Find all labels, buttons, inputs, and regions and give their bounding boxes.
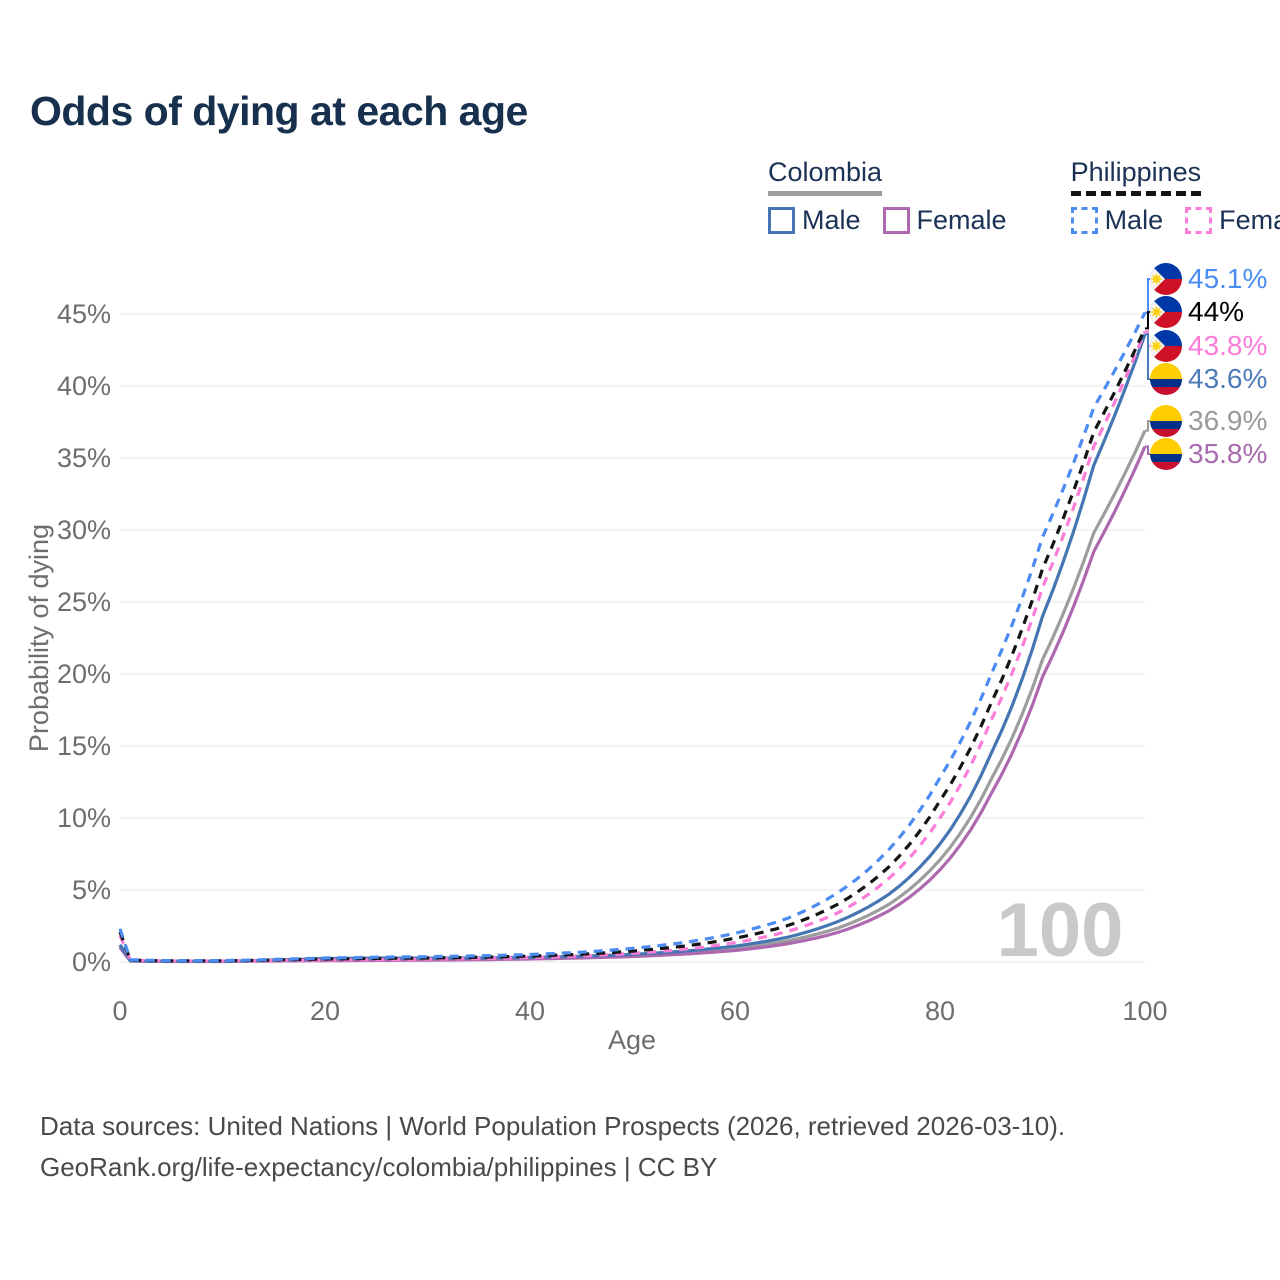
legend-group-colombia: Colombia Male Female — [768, 157, 1007, 236]
x-tick-label: 60 — [720, 996, 750, 1026]
x-tick-label: 100 — [1122, 996, 1167, 1026]
x-tick-label: 80 — [925, 996, 955, 1026]
philippines-male-swatch-icon — [1070, 207, 1098, 234]
data-sources: Data sources: United Nations | World Pop… — [40, 1106, 1065, 1188]
y-tick-label: 15% — [57, 731, 111, 761]
y-tick-label: 5% — [72, 875, 111, 905]
colombia-female-swatch-icon — [882, 207, 910, 234]
x-axis-title: Age — [608, 1025, 656, 1055]
philippines-female-swatch-icon — [1185, 207, 1213, 234]
label-connector — [1145, 420, 1152, 432]
x-tick-label: 20 — [310, 996, 340, 1026]
legend-item-colombia-female[interactable]: Female — [882, 205, 1007, 236]
colombia-male-swatch-icon — [768, 207, 795, 234]
x-tick-label: 0 — [112, 996, 127, 1026]
legend-country-colombia: Colombia — [768, 157, 883, 196]
series-line-colombia-male[interactable] — [118, 333, 1147, 963]
y-tick-label: 45% — [57, 299, 111, 329]
label-connector — [1145, 311, 1152, 330]
y-tick-label: 20% — [57, 659, 111, 689]
age-watermark: 100 — [997, 888, 1124, 973]
data-sources-line1: Data sources: United Nations | World Pop… — [40, 1111, 1066, 1141]
y-tick-label: 0% — [72, 947, 111, 977]
y-tick-label: 30% — [57, 515, 111, 545]
y-tick-label: 25% — [57, 587, 111, 617]
gridlines: 0% 5% 10% 15% 20% 25% 30% 35% 40% 45% — [57, 299, 1145, 977]
legend: Colombia Male Female Philippines Male — [768, 157, 1280, 236]
legend-item-label: Female — [916, 205, 1007, 235]
label-connectors — [1145, 278, 1152, 455]
data-sources-line2: GeoRank.org/life-expectancy/colombia/phi… — [40, 1152, 718, 1182]
series-line-philippines-male[interactable] — [118, 311, 1147, 963]
legend-item-colombia-male[interactable]: Male — [768, 205, 861, 236]
legend-country-philippines: Philippines — [1070, 157, 1202, 196]
y-axis-title: Probability of dying — [24, 524, 54, 752]
label-connector — [1145, 278, 1152, 314]
label-connector — [1145, 333, 1152, 380]
page-title: Odds of dying at each age — [30, 88, 528, 134]
series-line-colombia-both[interactable] — [118, 429, 1147, 963]
series-line-philippines-both[interactable] — [118, 327, 1147, 963]
legend-item-philippines-female[interactable]: Female — [1185, 205, 1280, 236]
y-tick-label: 10% — [57, 803, 111, 833]
series-lines — [118, 311, 1147, 964]
y-tick-label: 35% — [57, 443, 111, 473]
legend-item-philippines-male[interactable]: Male — [1070, 205, 1164, 236]
legend-item-label: Male — [1104, 205, 1164, 235]
legend-item-label: Male — [802, 205, 861, 235]
y-tick-label: 40% — [57, 371, 111, 401]
legend-group-philippines: Philippines Male Female — [1070, 157, 1280, 236]
series-line-colombia-female[interactable] — [118, 445, 1147, 964]
legend-item-label: Female — [1219, 205, 1280, 235]
series-line-philippines-female[interactable] — [118, 330, 1147, 963]
x-tick-label: 40 — [515, 996, 545, 1026]
